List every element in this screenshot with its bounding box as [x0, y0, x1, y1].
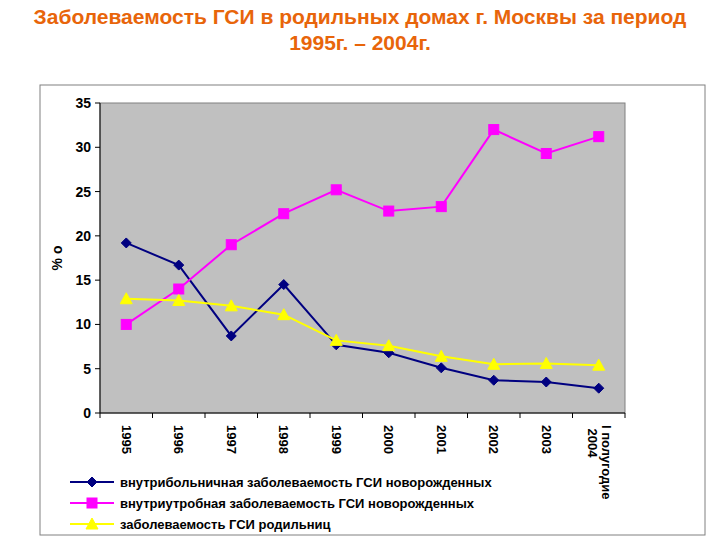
x-tick-label: 1995 — [119, 425, 134, 454]
y-tick-label: 20 — [75, 228, 91, 244]
point — [489, 125, 499, 135]
y-tick — [95, 324, 100, 325]
point — [594, 383, 604, 393]
point — [330, 334, 342, 345]
x-tick — [100, 413, 101, 418]
point — [279, 280, 289, 290]
point — [225, 300, 237, 311]
x-tick — [415, 413, 416, 418]
x-tick — [572, 413, 573, 418]
y-axis — [100, 103, 101, 413]
point — [541, 377, 551, 387]
chart-title: Заболеваемость ГСИ в родильных домах г. … — [10, 4, 710, 56]
chart: 0 5 10 15 20 25 30 35 % о 1995 1996 1997 1998 1999 200… — [0, 0, 720, 540]
x-tick-label: 1996 — [171, 425, 186, 454]
y-tick — [95, 103, 100, 104]
point — [384, 206, 394, 216]
legend-label: внутриутробная заболеваемость ГСИ новоро… — [120, 496, 475, 511]
point — [87, 498, 97, 508]
y-tick — [95, 147, 100, 148]
x-tick — [520, 413, 521, 418]
point — [436, 202, 446, 212]
series-line — [126, 243, 599, 388]
point — [226, 331, 236, 341]
point — [540, 357, 552, 368]
point — [593, 359, 605, 370]
point — [121, 319, 131, 329]
y-tick — [95, 413, 100, 414]
y-tick-label: 15 — [75, 272, 91, 288]
legend-label: заболеваемость ГСИ родильниц — [120, 517, 331, 532]
point — [278, 309, 290, 320]
point — [173, 295, 185, 306]
point — [226, 240, 236, 250]
point — [489, 375, 499, 385]
y-tick — [95, 191, 100, 192]
point — [488, 358, 500, 369]
point — [436, 363, 446, 373]
y-tick — [95, 235, 100, 236]
x-tick-label: 2003 — [539, 425, 554, 454]
legend-label: внутрибольничная заболеваемость ГСИ ново… — [120, 475, 492, 490]
x-tick-label: 1998 — [276, 425, 291, 454]
x-tick-label: I полугодие 2004 — [585, 425, 614, 500]
x-tick — [205, 413, 206, 418]
series-line — [126, 299, 599, 365]
point — [383, 340, 395, 351]
x-tick-label: 2002 — [486, 425, 501, 454]
y-tick — [95, 280, 100, 281]
point — [121, 238, 131, 248]
point — [86, 518, 98, 529]
x-tick-label: 1999 — [329, 425, 344, 454]
x-tick — [467, 413, 468, 418]
x-tick — [257, 413, 258, 418]
data-group — [120, 125, 605, 394]
x-tick-label: 2001 — [434, 425, 449, 454]
series-line — [126, 130, 599, 325]
y-axis-label: % о — [49, 246, 65, 271]
x-tick — [625, 413, 626, 418]
point — [594, 132, 604, 142]
y-tick-label: 35 — [75, 95, 91, 111]
x-tick — [362, 413, 363, 418]
x-tick-label: 2000 — [381, 425, 396, 454]
x-tick-label: 1997 — [224, 425, 239, 454]
point — [541, 148, 551, 158]
y-tick-label: 10 — [75, 316, 91, 332]
plot-area — [100, 103, 625, 413]
x-tick — [152, 413, 153, 418]
chart-area — [40, 85, 705, 535]
point — [331, 185, 341, 195]
y-tick-label: 5 — [83, 361, 91, 377]
y-tick — [95, 368, 100, 369]
y-tick-label: 25 — [75, 184, 91, 200]
point — [279, 209, 289, 219]
point — [435, 350, 447, 361]
x-tick — [310, 413, 311, 418]
y-tick-label: 30 — [75, 139, 91, 155]
point — [120, 293, 132, 304]
point — [87, 477, 97, 487]
point — [174, 284, 184, 294]
y-tick-label: 0 — [83, 405, 91, 421]
point — [174, 260, 184, 270]
